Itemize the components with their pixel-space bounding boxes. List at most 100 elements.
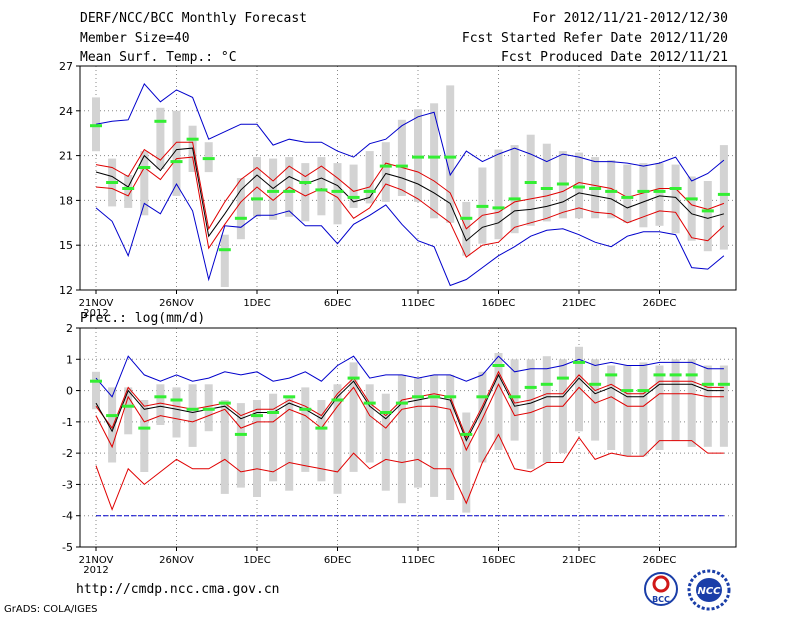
green-marker — [186, 407, 199, 411]
red-upper-line — [95, 370, 724, 439]
green-marker — [412, 155, 424, 159]
y-tick-label: 12 — [59, 284, 73, 297]
green-marker — [508, 197, 521, 201]
ensemble-box — [655, 365, 664, 450]
ensemble-box — [397, 374, 406, 504]
ensemble-box — [204, 384, 213, 432]
ensemble-box — [671, 164, 680, 234]
ncc-logo-text: NCC — [697, 586, 721, 597]
green-marker — [170, 160, 183, 164]
forecast-start-label: Fcst Started Refer Date 2012/11/20 — [461, 31, 728, 46]
y-tick-label: -3 — [62, 478, 73, 491]
ensemble-box — [124, 175, 133, 208]
x-tick-label: 26NOV — [159, 555, 194, 566]
green-marker — [701, 382, 714, 386]
y-tick-label: 24 — [59, 105, 73, 118]
green-marker — [444, 155, 457, 159]
ensemble-box — [542, 143, 551, 222]
ensemble-box — [220, 400, 229, 494]
ensemble-box — [510, 359, 519, 441]
blue-lower-line — [95, 182, 725, 287]
grads-credit: GrADS: COLA/IGES — [4, 604, 98, 615]
ensemble-box — [349, 362, 358, 472]
green-marker — [315, 188, 328, 192]
green-marker — [524, 181, 537, 184]
ensemble-box — [687, 176, 696, 241]
ensemble-box — [575, 346, 583, 432]
ensemble-box — [381, 142, 390, 202]
bcc-logo-text: BCC — [652, 595, 670, 604]
ensemble-box — [301, 387, 310, 472]
green-marker — [540, 382, 553, 386]
x-tick-label: 26DEC — [643, 298, 677, 309]
ensemble-box — [607, 160, 616, 219]
ensemble-box — [478, 371, 487, 463]
ensemble-box — [381, 393, 390, 491]
ensemble-box — [172, 387, 181, 438]
green-marker — [460, 432, 473, 436]
green-marker — [428, 155, 441, 159]
green-marker — [106, 414, 119, 418]
green-marker — [122, 404, 135, 408]
green-marker — [605, 373, 618, 377]
ensemble-box — [430, 103, 439, 219]
y-tick-label: 0 — [66, 385, 73, 398]
green-marker — [379, 164, 392, 168]
green-marker — [717, 382, 730, 386]
ensemble-box — [623, 365, 632, 457]
green-marker — [637, 389, 650, 393]
x-tick-year-label: 2012 — [83, 565, 108, 576]
ensemble-box — [639, 362, 648, 457]
y-tick-label: -1 — [62, 416, 73, 429]
ensemble-box — [333, 163, 342, 225]
green-marker — [476, 204, 489, 208]
blue-upper-line — [95, 355, 724, 398]
ensemble-box — [639, 163, 648, 228]
green-marker — [492, 206, 505, 210]
green-marker — [283, 395, 296, 399]
panel-variable-label: Prec.: log(mm/d) — [80, 311, 205, 326]
bcc-logo: BCC — [644, 572, 678, 606]
green-marker — [347, 376, 360, 380]
green-marker — [299, 181, 312, 184]
ensemble-box — [140, 400, 149, 472]
green-marker — [347, 195, 360, 199]
green-marker — [218, 248, 231, 252]
ensemble-box — [671, 359, 680, 441]
ensemble-box — [236, 403, 245, 488]
blue-upper-line — [95, 82, 725, 182]
green-marker — [138, 166, 151, 169]
y-tick-label: -4 — [62, 510, 73, 523]
x-tick-label: 11DEC — [401, 555, 435, 566]
ensemble-box — [285, 396, 294, 491]
green-marker — [283, 189, 296, 193]
green-marker — [218, 401, 231, 405]
ensemble-box — [687, 359, 696, 447]
ensemble-mean-line — [95, 147, 725, 242]
green-marker — [492, 364, 505, 367]
green-marker — [621, 389, 634, 393]
x-tick-label: 11DEC — [401, 298, 435, 309]
x-tick-label: 16DEC — [482, 298, 516, 309]
ensemble-box — [269, 393, 278, 482]
green-marker — [653, 189, 666, 193]
green-marker — [508, 395, 521, 399]
green-marker — [90, 379, 102, 383]
x-tick-label: 21DEC — [562, 298, 596, 309]
green-marker — [267, 411, 280, 414]
forecast-period-label: For 2012/11/21-2012/12/30 — [532, 11, 728, 26]
ensemble-box — [365, 151, 374, 204]
red-upper-line — [95, 141, 725, 231]
source-url[interactable]: http://cmdp.ncc.cma.gov.cn — [76, 582, 280, 597]
y-tick-label: 27 — [59, 60, 73, 73]
green-marker — [717, 192, 730, 196]
green-marker — [573, 185, 585, 189]
ensemble-box — [446, 85, 455, 223]
green-marker — [605, 189, 618, 193]
green-marker — [331, 398, 344, 402]
ensemble-box — [108, 387, 117, 463]
x-tick-label: 6DEC — [324, 555, 351, 566]
member-size-label: Member Size=40 — [80, 31, 190, 46]
